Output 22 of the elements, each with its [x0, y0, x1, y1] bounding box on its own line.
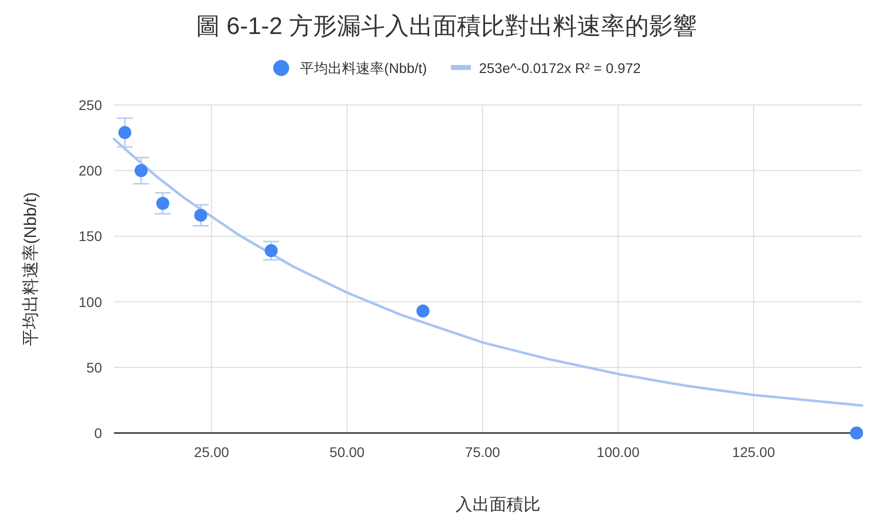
- point: [194, 208, 208, 222]
- legend-label: 253e^-0.0172x R² = 0.972: [478, 60, 642, 76]
- x-tick-label: 25.00: [194, 444, 230, 460]
- y-tick-label: 50: [86, 359, 102, 376]
- x-axis-title: 入出面積比: [456, 495, 540, 514]
- point: [134, 164, 148, 178]
- y-tick-label: 250: [78, 97, 102, 113]
- legend-label: 平均出料速率(Nbb/t): [300, 60, 427, 76]
- x-tick-label: 125.00: [732, 444, 776, 460]
- y-tick-label: 200: [78, 162, 102, 179]
- x-tick-label: 100.00: [596, 444, 640, 460]
- point: [156, 196, 170, 210]
- x-tick-label: 50.00: [330, 444, 365, 460]
- x-tick-label: 75.00: [465, 444, 500, 460]
- point: [416, 304, 430, 318]
- y-tick-label: 150: [78, 228, 102, 244]
- point: [850, 426, 864, 440]
- y-tick-label: 0: [94, 425, 102, 441]
- point: [118, 126, 132, 140]
- y-axis-title: 平均出料速率(Nbb/t): [21, 192, 40, 346]
- y-tick-label: 100: [78, 294, 102, 310]
- chart-title: 圖 6-1-2 方形漏斗入出面積比對出料速率的影響: [196, 13, 698, 40]
